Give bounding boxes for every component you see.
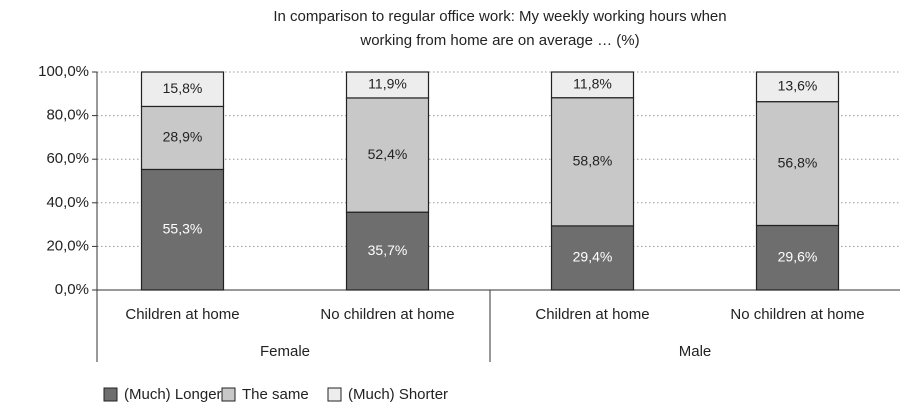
x-tick-label: Children at home (535, 306, 649, 323)
y-tick-label: 0,0% (55, 281, 89, 298)
value-label: 52,4% (368, 146, 408, 162)
legend-label: (Much) Shorter (348, 386, 448, 403)
value-label: 58,8% (573, 153, 613, 169)
bar-segment (550, 225, 635, 291)
group-label: Female (260, 343, 310, 360)
value-label: 28,9% (163, 129, 203, 145)
value-label: 56,8% (778, 154, 818, 170)
legend-swatch (327, 387, 342, 402)
y-tick-label: 20,0% (46, 237, 89, 254)
x-tick-label: Children at home (125, 306, 239, 323)
bar-segment (755, 101, 840, 227)
y-tick-label: 80,0% (46, 107, 89, 124)
bar-segment (550, 71, 635, 99)
value-label: 11,8% (573, 76, 612, 92)
x-tick-label: No children at home (320, 306, 454, 323)
legend-label: (Much) Longer (124, 386, 222, 403)
chart-title: In comparison to regular office work: My… (273, 8, 726, 25)
bar-segment (345, 211, 430, 291)
legend-swatch (221, 387, 236, 402)
bar-segment (345, 97, 430, 213)
bar-segment (755, 71, 840, 103)
bar-segment (345, 71, 430, 99)
value-label: 29,6% (778, 248, 818, 264)
group-label: Male (679, 343, 712, 360)
value-label: 15,8% (163, 80, 203, 96)
value-label: 35,7% (368, 242, 408, 258)
y-tick-label: 60,0% (46, 150, 89, 167)
x-tick-label: No children at home (730, 306, 864, 323)
value-label: 29,4% (573, 249, 613, 265)
legend-label: The same (242, 386, 309, 403)
legend-swatch (103, 387, 118, 402)
bar-segment (755, 224, 840, 291)
bar-segment (550, 97, 635, 227)
value-label: 11,9% (368, 76, 407, 92)
y-tick-label: 40,0% (46, 194, 89, 211)
bar-segment (140, 71, 225, 108)
value-label: 13,6% (778, 78, 818, 94)
y-tick-label: 100,0% (38, 63, 89, 80)
bar-segment (140, 105, 225, 171)
value-label: 55,3% (163, 220, 203, 236)
chart-title: working from home are on average … (%) (359, 32, 639, 49)
